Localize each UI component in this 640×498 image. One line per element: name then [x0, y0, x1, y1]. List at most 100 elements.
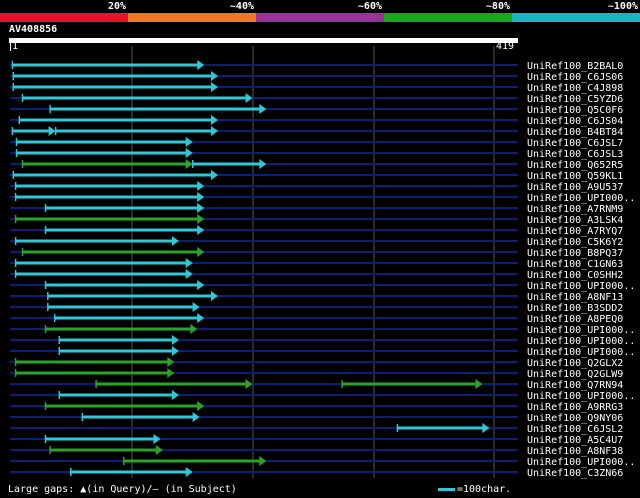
hit-name-link[interactable]: UniRef100_C5YZD6 [527, 94, 623, 105]
legend-segment [512, 13, 640, 22]
hit-name-link[interactable]: UniRef100_A7RNM9 [527, 204, 623, 215]
scale-bar-icon [438, 487, 455, 491]
hit-arrowhead-icon [211, 82, 218, 92]
hit-arrowhead-icon [245, 93, 253, 103]
hit-name-link[interactable]: UniRef100_C1GN63 [527, 259, 623, 270]
hit-arrowhead-icon [197, 401, 205, 411]
hit-arrowhead-icon [190, 324, 198, 334]
hit-arrowhead-icon [185, 258, 193, 268]
legend-label: ~80% [485, 1, 510, 12]
hit-name-link[interactable]: UniRef100_B4BT84 [527, 127, 623, 138]
hit-name-link[interactable]: UniRef100_C6JSL7 [527, 138, 623, 149]
hit-name-link[interactable]: UniRef100_B2BAL0 [527, 61, 623, 72]
hit-name-link[interactable]: UniRef100_Q5C0F6 [527, 105, 623, 116]
hit-name-link[interactable]: UniRef100_A9U537 [527, 182, 623, 193]
hit-name-link[interactable]: UniRef100_B3SDD2 [527, 303, 623, 314]
hit-arrowhead-icon [48, 126, 56, 136]
hit-arrowhead-icon [197, 203, 205, 213]
query-gap-icon: ▲ [80, 484, 87, 495]
large-gaps-legend: Large gaps: ▲(in Query)/– (in Subject) [8, 484, 237, 496]
hit-arrowhead-icon [475, 379, 483, 389]
hit-name-link[interactable]: UniRef100_C6JS04 [527, 116, 623, 127]
legend-label: ~60% [357, 1, 382, 12]
hit-name-link[interactable]: UniRef100_UPI000.. [527, 336, 635, 347]
hit-arrowhead-icon [197, 225, 205, 235]
hit-name-link[interactable]: UniRef100_UPI000.. [527, 391, 635, 402]
query-bar [9, 38, 518, 43]
hit-arrowhead-icon [192, 412, 200, 422]
hit-name-link[interactable]: UniRef100_Q59KL1 [527, 171, 623, 182]
hit-name-link[interactable]: UniRef100_C3ZN66 [527, 468, 623, 479]
hit-name-link[interactable]: UniRef100_A8PEQ0 [527, 314, 623, 325]
hit-name-link[interactable]: UniRef100_UPI000.. [527, 457, 635, 468]
hit-arrowhead-icon [155, 445, 163, 455]
hit-arrowhead-icon [171, 236, 179, 246]
hit-arrowhead-icon [192, 302, 200, 312]
hit-name-link[interactable]: UniRef100_C6JSL3 [527, 149, 623, 160]
hit-arrowhead-icon [197, 247, 205, 257]
hit-arrowhead-icon [167, 368, 175, 378]
hit-name-link[interactable]: UniRef100_A5C4U7 [527, 435, 623, 446]
hit-name-link[interactable]: UniRef100_C6JSL2 [527, 424, 623, 435]
legend-label: ~100% [607, 1, 638, 12]
hit-arrowhead-icon [197, 280, 205, 290]
hit-name-link[interactable]: UniRef100_UPI000.. [527, 347, 635, 358]
hit-name-link[interactable]: UniRef100_UPI000.. [527, 193, 635, 204]
hit-name-link[interactable]: UniRef100_Q7RN94 [527, 380, 623, 391]
legend-label: ~40% [229, 1, 254, 12]
hit-arrowhead-icon [482, 423, 490, 433]
hit-arrowhead-icon [259, 104, 267, 114]
large-gaps-prefix: Large gaps: [8, 484, 75, 495]
hit-name-link[interactable]: UniRef100_A9RRG3 [527, 402, 623, 413]
hit-arrowhead-icon [245, 379, 253, 389]
legend-segment [128, 13, 256, 22]
hit-name-link[interactable]: UniRef100_A8NF13 [527, 292, 623, 303]
hit-arrowhead-icon [211, 115, 218, 125]
hit-name-link[interactable]: UniRef100_A7RYQ7 [527, 226, 623, 237]
large-gaps-text: (in Query)/– (in Subject) [86, 484, 237, 495]
legend-label: 20% [107, 1, 126, 12]
hit-name-link[interactable]: UniRef100_C6JS06 [527, 72, 623, 83]
hit-name-link[interactable]: UniRef100_C0SHH2 [527, 270, 623, 281]
hit-arrowhead-icon [211, 126, 218, 136]
hit-arrowhead-icon [197, 313, 205, 323]
hit-arrowhead-icon [185, 148, 193, 158]
legend-segment [256, 13, 384, 22]
query-end-label: 419 [496, 41, 515, 52]
hit-name-link[interactable]: UniRef100_Q2GLX2 [527, 358, 623, 369]
hit-arrowhead-icon [259, 159, 267, 169]
hit-name-link[interactable]: UniRef100_C4J898 [527, 83, 623, 94]
legend-segment [0, 13, 128, 22]
scale-label: =100char. [457, 484, 512, 495]
hit-arrowhead-icon [185, 269, 193, 279]
hit-arrowhead-icon [211, 291, 218, 301]
alignment-hits-plot: UniRef100_B2BAL0UniRef100_C6JS06UniRef10… [10, 46, 635, 479]
legend-segment [384, 13, 512, 22]
hit-arrowhead-icon [185, 137, 193, 147]
query-start-tick [10, 42, 11, 51]
hit-name-link[interactable]: UniRef100_Q2GLW9 [527, 369, 623, 380]
hit-arrowhead-icon [197, 214, 205, 224]
hit-arrowhead-icon [259, 456, 267, 466]
hit-name-link[interactable]: UniRef100_C5K6Y2 [527, 237, 623, 248]
hit-name-link[interactable]: UniRef100_A8NF38 [527, 446, 623, 457]
hit-arrowhead-icon [171, 346, 179, 356]
hit-arrowhead-icon [197, 192, 205, 202]
hit-arrowhead-icon [167, 357, 175, 367]
hit-arrowhead-icon [211, 170, 218, 180]
hit-name-link[interactable]: UniRef100_A3LSK4 [527, 215, 623, 226]
hit-arrowhead-icon [197, 60, 205, 70]
hit-name-link[interactable]: UniRef100_Q9NY06 [527, 413, 623, 424]
hit-name-link[interactable]: UniRef100_UPI000.. [527, 325, 635, 336]
hit-arrowhead-icon [171, 335, 179, 345]
hit-name-link[interactable]: UniRef100_B8PQ37 [527, 248, 623, 259]
hit-arrowhead-icon [171, 390, 179, 400]
scale-legend: =100char. [438, 484, 511, 496]
query-name: AV408856 [9, 24, 58, 35]
hit-arrowhead-icon [185, 159, 193, 169]
identity-legend: 20% ~40% ~60% ~80% ~100% [0, 0, 640, 22]
hit-arrowhead-icon [197, 181, 205, 191]
hit-name-link[interactable]: UniRef100_Q652R5 [527, 160, 623, 171]
hit-arrowhead-icon [211, 71, 218, 81]
hit-name-link[interactable]: UniRef100_UPI000.. [527, 281, 635, 292]
